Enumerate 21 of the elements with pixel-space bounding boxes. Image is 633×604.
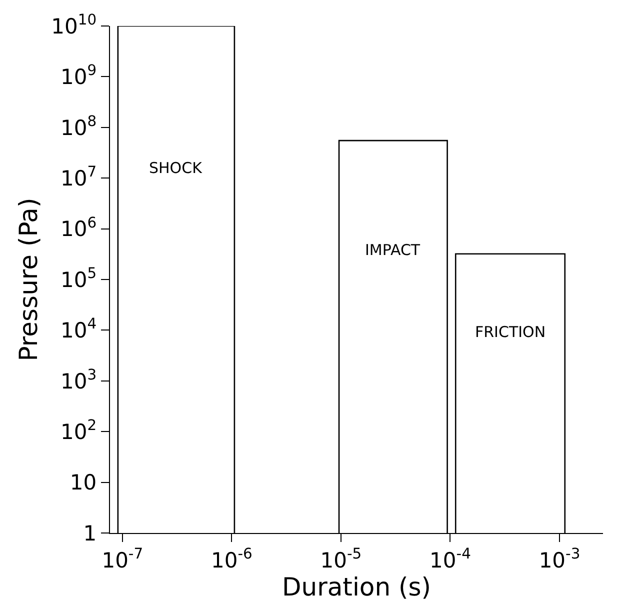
x-tick-label: 10$^{-6}$ [210, 546, 252, 572]
y-tick-label: 10$^{5}$ [60, 265, 97, 292]
series-label: FRICTION [475, 323, 546, 341]
x-tick-label: 10$^{-7}$ [102, 546, 144, 572]
y-tick-label: 10$^{10}$ [51, 12, 97, 38]
y-tick-label: 10$^{8}$ [60, 112, 97, 140]
x-tick-label: 10$^{-3}$ [538, 546, 580, 572]
y-tick-label: 10$^{9}$ [60, 62, 97, 90]
text: SHOCK [149, 159, 204, 177]
y-tick-label: 10 [70, 470, 97, 495]
x-axis-title: Duration (s) [282, 572, 432, 602]
y-tick-label: 10$^{3}$ [60, 366, 97, 394]
y-tick-label: 10$^{7}$ [60, 164, 97, 190]
y-tick-label: 10$^{4}$ [60, 316, 97, 343]
y-tick-label: 10$^{2}$ [60, 417, 97, 444]
y-axis-title: Pressure (Pa) [14, 198, 44, 362]
series-label: IMPACT [365, 241, 421, 259]
x-tick-label: 10$^{-5}$ [320, 546, 362, 572]
y-tick-label: 1 [83, 521, 97, 546]
x-tick-label: 10$^{-4}$ [430, 546, 471, 572]
y-tick-label: 10$^{6}$ [60, 214, 97, 242]
